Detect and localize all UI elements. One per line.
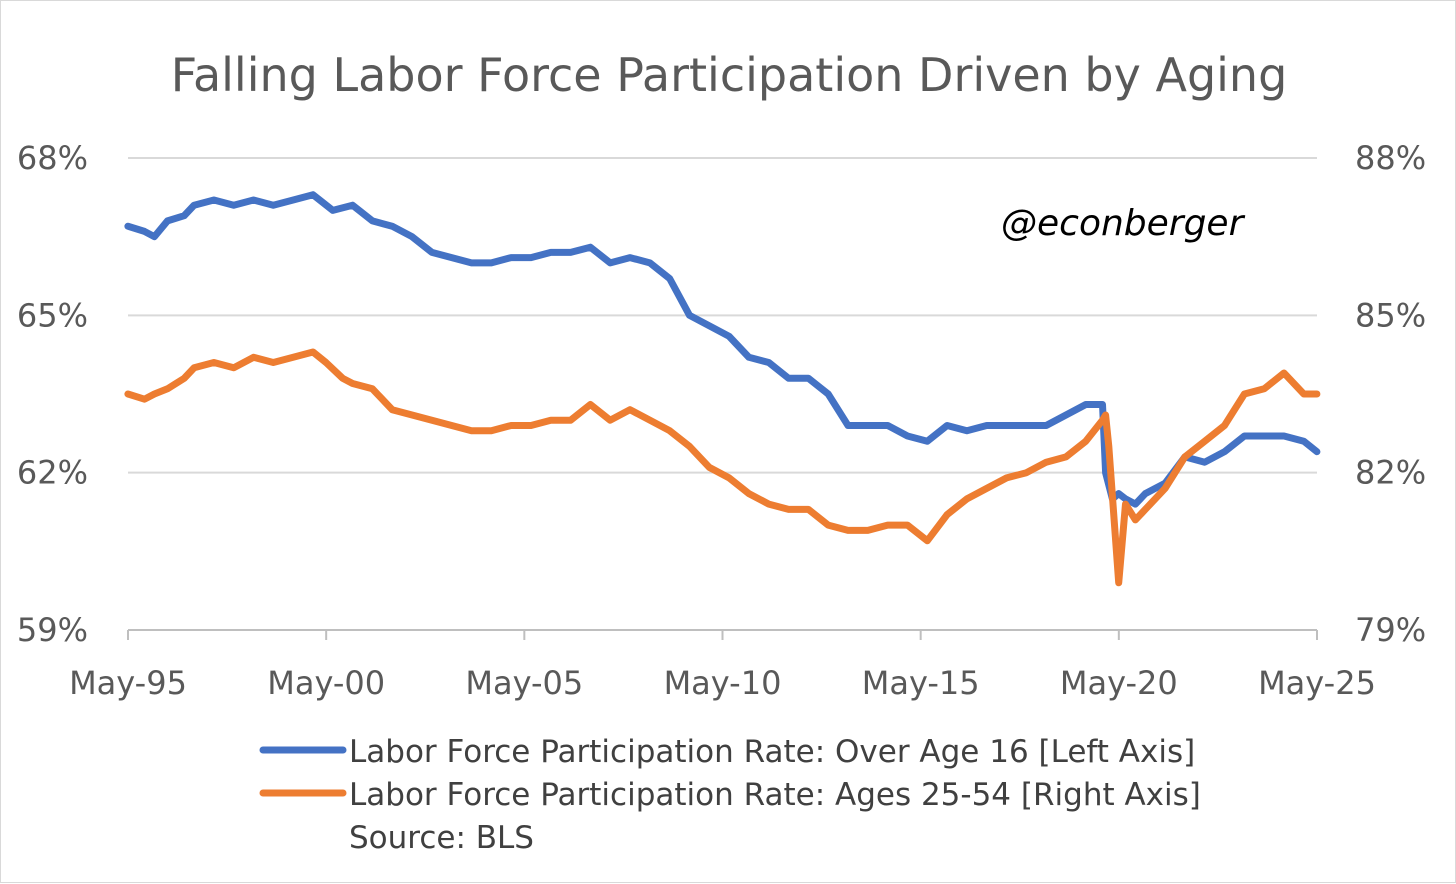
x-tick-label: May-15 — [862, 664, 980, 702]
series-layer — [124, 191, 1321, 587]
right-tick-label: 79% — [1355, 611, 1426, 649]
right-tick-label: 85% — [1355, 296, 1426, 334]
series-line-ages-25-54 — [124, 348, 1321, 587]
legend-label: Labor Force Participation Rate: Ages 25-… — [349, 777, 1201, 813]
x-axis: May-95 May-00 May-05 May-10 May-15 May-20 May-… — [69, 629, 1376, 702]
left-tick-label: 59% — [17, 611, 88, 649]
right-axis-ticks: 88% 85% 82% 79% — [1355, 139, 1426, 649]
legend-label: Labor Force Participation Rate: Over Age… — [349, 734, 1195, 770]
x-tick-label: May-95 — [69, 664, 187, 702]
legend: Labor Force Participation Rate: Over Age… — [259, 734, 1201, 856]
x-tick-label: May-20 — [1060, 664, 1178, 702]
x-tick-label: May-25 — [1258, 664, 1376, 702]
chart-title: Falling Labor Force Participation Driven… — [171, 48, 1288, 102]
left-tick-label: 68% — [17, 139, 88, 177]
series-line-over-16 — [124, 191, 1321, 508]
watermark: @econberger — [1001, 203, 1246, 244]
x-tick-label: May-10 — [664, 664, 782, 702]
right-tick-label: 82% — [1355, 454, 1426, 492]
source-note: Source: BLS — [349, 820, 534, 856]
left-tick-label: 65% — [17, 296, 88, 334]
left-axis-ticks: 68% 65% 62% 59% — [17, 139, 88, 649]
x-tick-label: May-05 — [465, 664, 583, 702]
right-tick-label: 88% — [1355, 139, 1426, 177]
x-tick-label: May-00 — [267, 664, 385, 702]
left-tick-label: 62% — [17, 454, 88, 492]
